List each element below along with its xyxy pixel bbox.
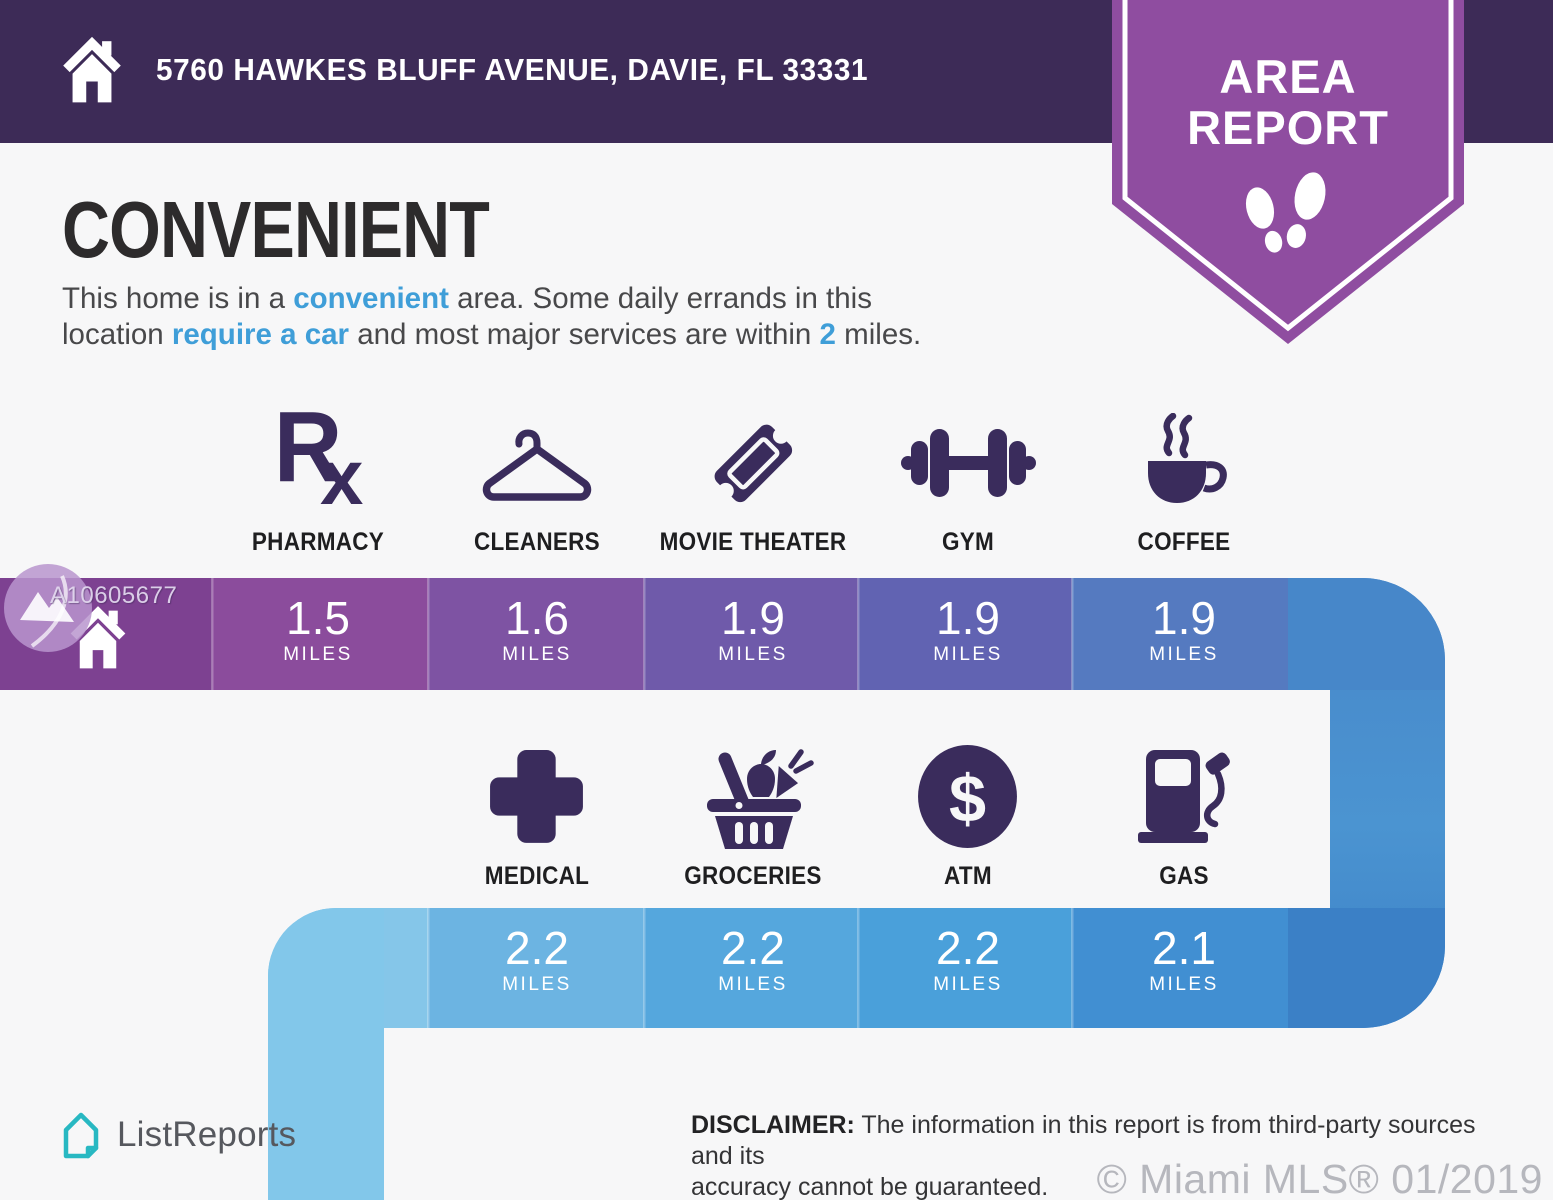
distance-value: 1.5: [286, 592, 350, 644]
band-separators: [211, 578, 1074, 1028]
badge-line2: REPORT: [1187, 101, 1389, 154]
band1-segment-movie: [644, 578, 858, 690]
page-title: CONVENIENT: [62, 185, 490, 274]
band2-segment-gas: [1072, 908, 1288, 1028]
distance-unit: MILES: [1149, 644, 1219, 665]
disclaimer-label: DISCLAIMER:: [691, 1111, 855, 1139]
amenity-medical: MEDICAL: [429, 740, 645, 891]
amenity-label: PHARMACY: [251, 528, 385, 556]
desc-highlight-require-car: require a car: [171, 317, 349, 351]
desc-text: miles.: [835, 317, 922, 351]
amenity-pharmacy: R x PHARMACY: [210, 391, 426, 557]
distance-atm: 2.2 MILES: [860, 923, 1076, 996]
distance-gym: 1.9 MILES: [860, 593, 1076, 666]
distance-pharmacy: 1.5 MILES: [210, 593, 426, 666]
distance-unit: MILES: [718, 974, 788, 995]
amenity-label: GAS: [1159, 862, 1209, 890]
distance-value: 2.2: [936, 922, 1000, 974]
amenity-label: GYM: [941, 528, 995, 556]
medical-cross-icon: [490, 750, 583, 843]
amenity-label: COFFEE: [1137, 528, 1231, 556]
gas-pump-icon: [1138, 750, 1230, 843]
distance-value: 2.2: [721, 922, 785, 974]
distance-unit: MILES: [1149, 974, 1219, 995]
ticket-icon: [714, 424, 793, 503]
grocery-basket-icon: [706, 749, 814, 849]
distance-value: 2.2: [505, 922, 569, 974]
rx-letter-x: x: [320, 433, 364, 521]
band2-segment-groceries: [644, 908, 858, 1028]
distance-unit: MILES: [502, 644, 572, 665]
desc-text: This home is in a: [62, 282, 294, 315]
band2-segment-medical: [428, 908, 644, 1028]
atm-dollar-icon: $: [918, 745, 1017, 848]
band-connector-left: [268, 908, 384, 1200]
coffee-icon: [1148, 413, 1227, 503]
amenity-gas: GAS: [1076, 740, 1292, 891]
desc-highlight-miles: 2: [819, 317, 836, 351]
distance-value: 1.9: [936, 592, 1000, 644]
distance-cleaners: 1.6 MILES: [429, 593, 645, 666]
distance-groceries: 2.2 MILES: [645, 923, 861, 996]
desc-text: location: [62, 317, 172, 351]
desc-text: area. Some daily errands in this: [448, 282, 872, 315]
amenity-movie-theater: MOVIE THEATER: [645, 406, 861, 557]
distance-unit: MILES: [502, 974, 572, 995]
band2-segment-atm: [858, 908, 1072, 1028]
distance-movie-theater: 1.9 MILES: [645, 593, 861, 666]
disclaimer-line1: The information in this report is from t…: [691, 1111, 1476, 1170]
distance-gas: 2.1 MILES: [1076, 923, 1292, 996]
listreports-logo: ListReports: [56, 1108, 296, 1162]
amenity-label: ATM: [944, 862, 992, 890]
amenity-label: GROCERIES: [684, 862, 822, 890]
listreports-mark-icon: [63, 1112, 99, 1159]
hanger-icon: [482, 429, 592, 501]
band2-curve-segment: [1288, 908, 1445, 1028]
band1-curve-segment: [1288, 578, 1445, 690]
desc-highlight-convenient: convenient: [293, 282, 449, 315]
distance-unit: MILES: [933, 644, 1003, 665]
band1-segment-cleaners: [428, 578, 644, 690]
area-description: This home is in a convenient area. Some …: [62, 281, 1092, 352]
distance-unit: MILES: [933, 974, 1003, 995]
distance-value: 1.6: [505, 592, 569, 644]
mls-watermark-logo: [4, 564, 92, 652]
badge-line1: AREA: [1219, 50, 1356, 103]
amenity-gym: GYM: [860, 406, 1076, 557]
amenity-label: MEDICAL: [484, 862, 590, 890]
distance-value: 2.1: [1152, 922, 1216, 974]
listreports-wordmark: ListReports: [117, 1115, 297, 1154]
amenity-atm: $ ATM: [860, 740, 1076, 891]
distance-unit: MILES: [718, 644, 788, 665]
amenity-groceries: GROCERIES: [645, 740, 861, 891]
amenity-coffee: COFFEE: [1076, 406, 1292, 557]
home-icon: [63, 36, 121, 103]
area-report-badge: AREA REPORT: [1112, 0, 1464, 344]
distance-coffee: 1.9 MILES: [1076, 593, 1292, 666]
mls-credit: © Miami MLS® 01/2019: [1096, 1156, 1543, 1200]
property-address: 5760 HAWKES BLUFF AVENUE, DAVIE, FL 3333…: [156, 52, 869, 87]
amenity-label: MOVIE THEATER: [659, 528, 847, 556]
rx-letter-r: R: [273, 391, 343, 503]
distance-value: 1.9: [1152, 592, 1216, 644]
band1-segment-pharmacy: [212, 578, 428, 690]
amenity-label: CLEANERS: [474, 528, 600, 556]
dumbbell-icon: [900, 429, 1036, 497]
band1-segment-gym: [858, 578, 1072, 690]
distance-medical: 2.2 MILES: [429, 923, 645, 996]
dollar-sign: $: [949, 763, 986, 837]
rx-pharmacy-icon: R x: [258, 391, 378, 521]
band1-segment-coffee: [1072, 578, 1288, 690]
desc-text: and most major services are within: [349, 317, 820, 351]
disclaimer-line2: accuracy cannot be guaranteed.: [691, 1173, 1049, 1200]
amenity-cleaners: CLEANERS: [429, 406, 645, 557]
mls-watermark-id: A10605677: [50, 582, 178, 609]
footprints-icon: [1245, 172, 1326, 253]
badge-border: [1122, 0, 1454, 332]
disclaimer-text: DISCLAIMER: The information in this repo…: [691, 1110, 1521, 1200]
distance-value: 1.9: [721, 592, 785, 644]
distance-unit: MILES: [283, 644, 353, 665]
